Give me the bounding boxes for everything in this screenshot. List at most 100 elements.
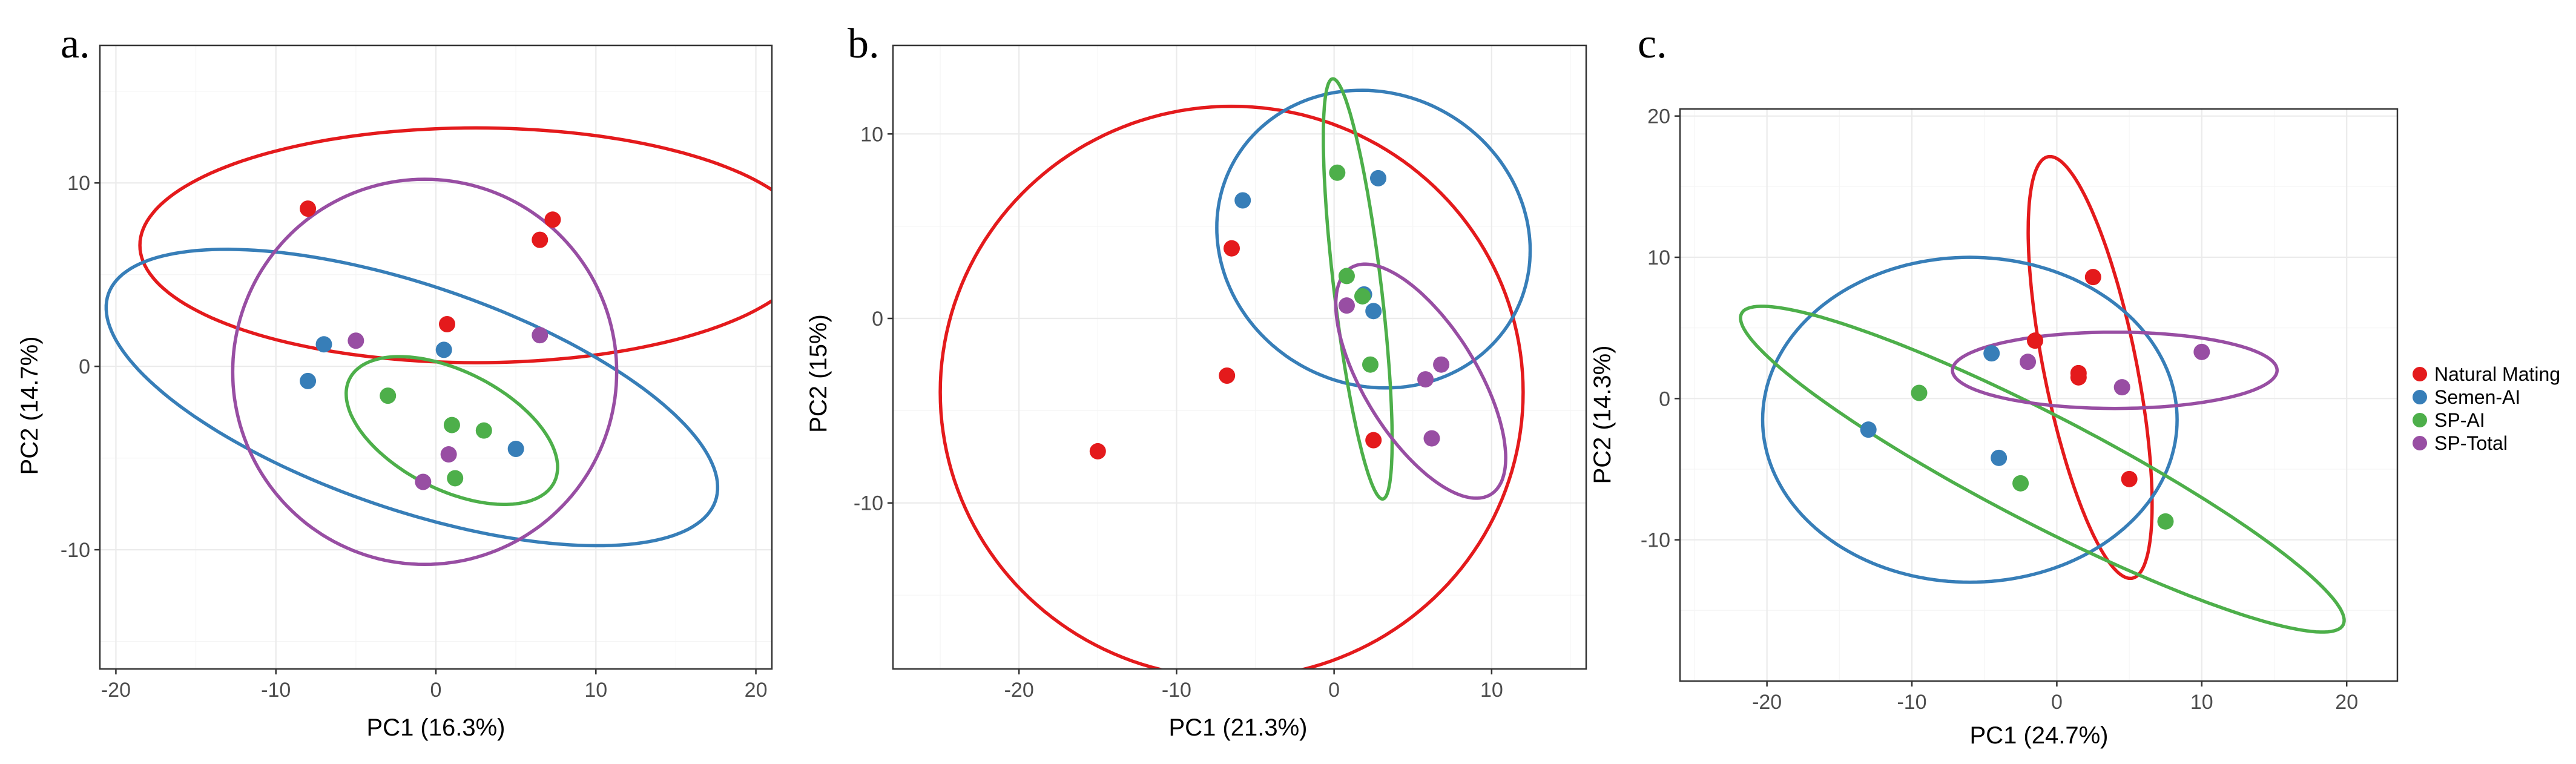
panel-c-ellipse-sp-total (1951, 330, 2279, 410)
panel-c-ellipse-sp-ai (1739, 305, 2346, 634)
panel-a-ellipse-semen-ai (104, 248, 720, 548)
panel-a-point-semen-ai (507, 440, 524, 457)
panel-a-x-tick-label: -20 (101, 679, 131, 702)
panel-c-point-natural-mating (2084, 269, 2101, 286)
panel-b-point-sp-ai (1329, 164, 1346, 181)
panel-c-point-natural-mating (2121, 470, 2138, 487)
panel-b-y-tick-label: -10 (854, 492, 883, 515)
panel-c-point-sp-ai (1911, 384, 1928, 401)
panel-a-point-natural-mating (439, 315, 455, 332)
panel-b-point-sp-ai (1338, 268, 1355, 285)
panel-b-x-tick-label: -20 (1004, 679, 1034, 702)
panel-a-x-axis-title: PC1 (16.3%) (367, 714, 506, 741)
panel-a-y-tick-label: 0 (79, 355, 90, 378)
legend-swatch-sp-ai (2413, 413, 2427, 427)
panel-b-letter: b. (848, 21, 880, 67)
panel-a-y-axis-title: PC2 (14.7%) (16, 337, 43, 475)
panel-b-ellipse-natural-mating (938, 104, 1525, 669)
panel-b-point-sp-ai (1354, 288, 1371, 305)
panel-c-point-sp-ai (2157, 513, 2174, 530)
panel-c-x-axis-title: PC1 (24.7%) (1970, 722, 2109, 749)
panel-a-x-tick-label: 0 (430, 679, 442, 702)
panel-c-frame (1679, 108, 2399, 682)
panel-a-plot-area: -20 -10 0 10 20 -10 0 10 (61, 44, 773, 702)
legend: Natural Mating Semen-AI SP-AI SP-Total (2413, 363, 2560, 454)
panel-c-ellipse-semen-ai (1761, 255, 2179, 584)
panel-c-letter: c. (1638, 21, 1667, 67)
panel-a-point-sp-ai (380, 387, 397, 404)
panel-c-point-sp-total (2113, 379, 2130, 396)
panel-b-x-axis-title: PC1 (21.3%) (1169, 714, 1308, 741)
panel-b-point-semen-ai (1365, 303, 1382, 320)
panel-b-y-tick-label: 10 (860, 123, 883, 146)
panel-a-ellipse-sp-ai (344, 355, 559, 506)
panel-c-point-semen-ai (1991, 449, 2008, 466)
legend-label-natural-mating: Natural Mating (2434, 363, 2560, 385)
panel-b-ellipse-sp-total (1334, 262, 1507, 500)
panel-a-ellipse-sp-total (231, 177, 619, 567)
panel-b-y-tick-label: 0 (872, 308, 883, 331)
panel-b-point-semen-ai (1370, 170, 1386, 186)
panel-c-x-tick-label: 20 (2335, 691, 2358, 714)
panel-b-x-tick-label: -10 (1162, 679, 1191, 702)
panel-b-point-natural-mating (1365, 432, 1382, 449)
legend-swatch-sp-total (2413, 436, 2427, 450)
panel-c-point-semen-ai (1983, 345, 2000, 362)
panel-b-point-sp-ai (1362, 356, 1379, 373)
panel-c-point-sp-total (2020, 354, 2037, 370)
panel-c-y-tick-label: 20 (1647, 105, 1670, 128)
panel-b-point-sp-total (1417, 371, 1434, 388)
panel-a-point-sp-total (415, 473, 432, 490)
panel-a-x-tick-label: 20 (745, 679, 768, 702)
panel-c-y-tick-label: -10 (1641, 529, 1670, 552)
panel-b-point-sp-total (1433, 356, 1450, 373)
panel-c: c. -20 -10 0 10 20 -10 0 10 20 PC1 (24.7%) PC2 (… (1589, 21, 2399, 749)
panel-b-ellipse-sp-ai (1322, 77, 1394, 501)
panel-b-data-layer (938, 77, 1532, 669)
panel-b-point-natural-mating (1219, 367, 1236, 384)
panel-b-point-sp-total (1423, 430, 1440, 447)
panel-a-y-tick-label: 10 (67, 172, 90, 195)
panel-a-point-natural-mating (300, 200, 317, 217)
panel-b-y-axis-title: PC2 (15%) (805, 314, 832, 433)
panel-c-x-tick-label: 10 (2190, 691, 2213, 714)
panel-a-point-semen-ai (315, 336, 332, 353)
panel-a-point-sp-total (348, 332, 364, 349)
panel-b-point-sp-total (1338, 297, 1355, 314)
legend-label-semen-ai: Semen-AI (2434, 386, 2520, 408)
panel-a-letter: a. (61, 21, 90, 67)
panel-b-point-natural-mating (1089, 443, 1106, 459)
panel-a-point-natural-mating (532, 231, 548, 248)
panel-b-x-tick-label: 0 (1328, 679, 1340, 702)
legend-label-sp-ai: SP-AI (2434, 409, 2485, 431)
legend-swatch-semen-ai (2413, 390, 2427, 404)
panel-a-x-tick-label: -10 (261, 679, 291, 702)
panel-b: b. -20 -10 0 10 -10 0 10 PC1 (21.3%) PC2 (15%) (805, 21, 1587, 741)
legend-label-sp-total: SP-Total (2434, 432, 2508, 454)
panel-a: a. -20 -10 0 10 20 -10 0 10 PC1 (16.3%) PC2 (14… (16, 21, 773, 741)
panel-a-point-sp-ai (475, 422, 492, 439)
panel-a-point-sp-total (532, 327, 548, 344)
panel-c-data-layer (1739, 154, 2346, 634)
panel-a-point-natural-mating (544, 211, 561, 228)
panel-a-point-semen-ai (300, 372, 317, 389)
panel-a-point-semen-ai (435, 341, 452, 358)
panel-a-y-tick-label: -10 (61, 539, 90, 562)
panel-c-point-sp-total (2193, 343, 2210, 360)
panel-b-frame (892, 44, 1587, 670)
panel-a-point-sp-total (440, 446, 457, 463)
panel-b-point-semen-ai (1234, 192, 1251, 209)
panel-a-ellipse-natural-mating (138, 126, 772, 364)
panel-c-y-axis-title: PC2 (14.3%) (1589, 346, 1616, 484)
panel-a-point-sp-ai (447, 470, 464, 487)
panel-c-point-natural-mating (2027, 332, 2044, 349)
panel-c-y-tick-label: 10 (1647, 246, 1670, 269)
panel-b-point-natural-mating (1223, 240, 1240, 257)
panel-c-ellipse-natural-mating (2026, 154, 2154, 581)
panel-c-y-tick-label: 0 (1659, 387, 1670, 410)
panel-a-x-tick-label: 10 (584, 679, 607, 702)
panel-c-x-tick-label: -20 (1752, 691, 1782, 714)
panel-c-x-tick-label: -10 (1897, 691, 1926, 714)
panel-a-frame (99, 44, 773, 670)
panel-b-x-tick-label: 10 (1480, 679, 1503, 702)
